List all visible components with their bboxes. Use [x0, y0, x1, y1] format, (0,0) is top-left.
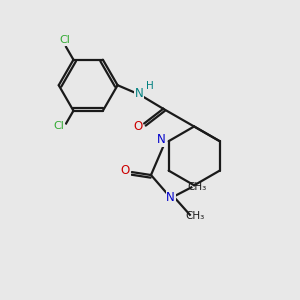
Text: N: N	[157, 133, 166, 146]
Text: H: H	[146, 81, 153, 91]
Text: O: O	[134, 120, 143, 133]
Text: Cl: Cl	[53, 122, 64, 131]
Text: N: N	[167, 190, 175, 204]
Text: O: O	[121, 164, 130, 177]
Text: Cl: Cl	[59, 35, 70, 46]
Text: N: N	[134, 87, 143, 100]
Text: CH₃: CH₃	[187, 182, 206, 192]
Text: CH₃: CH₃	[185, 211, 205, 221]
